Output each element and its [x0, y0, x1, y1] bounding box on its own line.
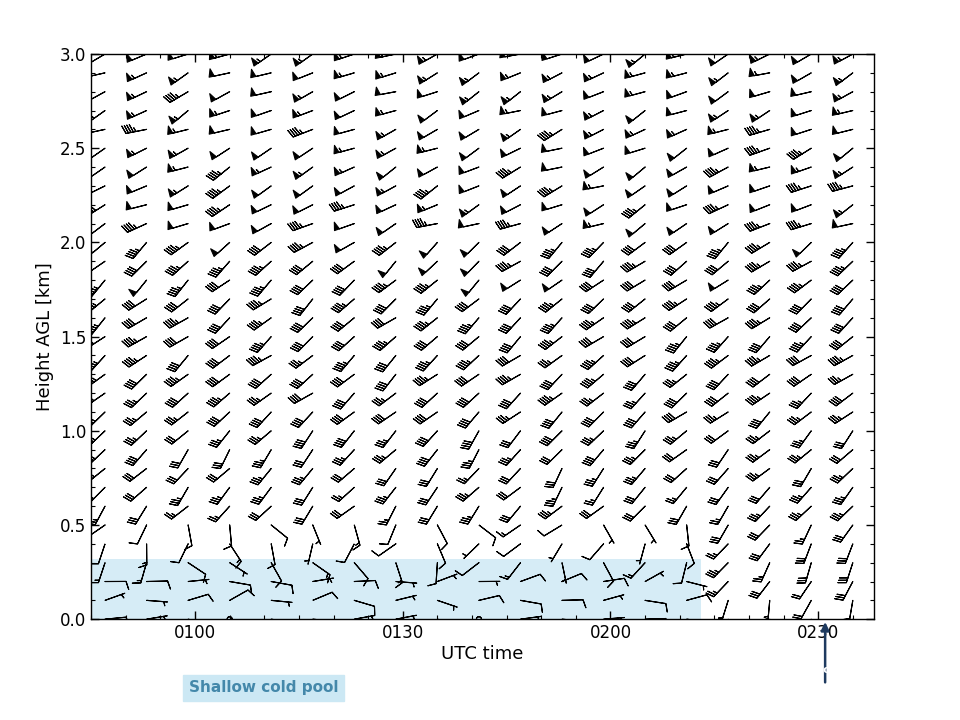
- Bar: [91, 559, 701, 619]
- Text: The Mesoscale Environment of 30 June 2014:  KLOT VWP: The Mesoscale Environment of 30 June 201…: [142, 17, 818, 37]
- X-axis label: UTC time: UTC time: [442, 645, 523, 663]
- Y-axis label: Height AGL [km]: Height AGL [km]: [36, 262, 55, 411]
- Text: Time of  Plainfield-
Romeoville Area EF1
Tornado: Time of Plainfield- Romeoville Area EF1 …: [787, 652, 916, 688]
- Text: Shallow cold pool: Shallow cold pool: [188, 680, 338, 696]
